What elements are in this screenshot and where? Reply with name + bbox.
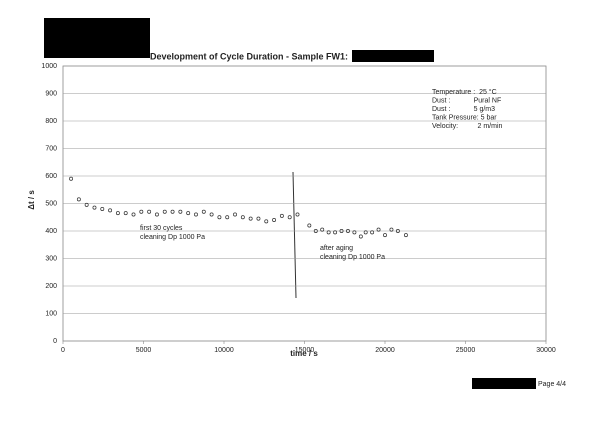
parameter: Dust : 5 g/m3 — [432, 106, 495, 113]
point — [313, 229, 318, 233]
y-tick-label: 100 — [45, 310, 57, 317]
x-tick-label: 30000 — [536, 347, 556, 354]
x-axis-label: time / s — [290, 349, 318, 358]
y-tick-label: 500 — [45, 200, 57, 207]
point — [76, 197, 81, 202]
y-tick-label: 600 — [45, 173, 57, 180]
redaction — [352, 50, 434, 62]
redaction — [44, 18, 150, 58]
point — [370, 230, 375, 235]
point — [178, 209, 183, 214]
point — [194, 212, 198, 217]
point — [131, 212, 136, 217]
point — [209, 212, 214, 217]
point — [333, 230, 338, 235]
point — [383, 233, 387, 238]
y-tick-label: 1000 — [41, 63, 57, 70]
y-tick-label: 400 — [45, 228, 57, 235]
point — [123, 211, 128, 216]
x-tick-label: 20000 — [375, 347, 395, 354]
y-tick-label: 800 — [45, 118, 57, 125]
y-tick-label: 0 — [53, 338, 57, 345]
point — [170, 209, 175, 214]
chart-title: Development of Cycle Duration - Sample F… — [150, 51, 348, 61]
point — [233, 212, 237, 217]
x-tick-label: 15000 — [295, 347, 315, 354]
y-tick-label: 700 — [45, 145, 57, 152]
point — [217, 215, 222, 220]
y-tick-label: 200 — [45, 283, 57, 290]
redaction — [472, 378, 536, 389]
point — [115, 211, 120, 216]
x-tick-label: 0 — [61, 347, 65, 354]
point — [395, 229, 400, 233]
point — [358, 234, 363, 239]
point — [186, 211, 191, 216]
parameter: Tank Pressure: 5 bar — [432, 114, 497, 121]
point — [139, 209, 144, 214]
y-tick-label: 300 — [45, 255, 57, 262]
y-tick-label: 900 — [45, 90, 57, 97]
point — [287, 215, 292, 220]
point — [147, 209, 152, 214]
point — [346, 229, 350, 233]
point — [320, 227, 325, 232]
x-tick-label: 25000 — [456, 347, 476, 354]
point — [240, 215, 245, 220]
parameter: Temperature : 25 °C — [432, 88, 497, 96]
x-tick-label: 5000 — [136, 347, 152, 354]
point — [108, 208, 113, 213]
point — [326, 230, 331, 235]
x-tick-label: 10000 — [214, 347, 234, 354]
point — [376, 227, 381, 232]
point — [162, 209, 167, 214]
point — [307, 223, 312, 228]
point — [225, 215, 230, 220]
point — [69, 176, 74, 181]
point — [339, 229, 344, 233]
divider-line — [292, 171, 297, 299]
point — [295, 212, 300, 217]
page-number: Page 4/4 — [538, 381, 566, 388]
point — [272, 218, 277, 222]
y-axis-label: Δt / s — [27, 190, 36, 210]
annotation: cleaning Dp 1000 Pa — [140, 234, 205, 241]
parameter: Dust : Pural NF — [432, 97, 501, 104]
point — [264, 219, 269, 224]
point — [154, 212, 159, 217]
annotation: after aging — [320, 245, 353, 252]
point — [248, 216, 253, 221]
point — [403, 233, 408, 238]
point — [256, 216, 261, 221]
point — [100, 207, 105, 211]
point — [389, 227, 394, 232]
point — [352, 230, 357, 235]
point — [84, 202, 89, 207]
annotation: cleaning Dp 1000 Pa — [320, 254, 385, 261]
annotation: first 30 cycles — [140, 225, 183, 232]
point — [92, 205, 97, 210]
point — [279, 213, 284, 218]
parameter: Velocity: 2 m/min — [432, 123, 503, 130]
point — [363, 230, 368, 235]
point — [201, 209, 206, 214]
